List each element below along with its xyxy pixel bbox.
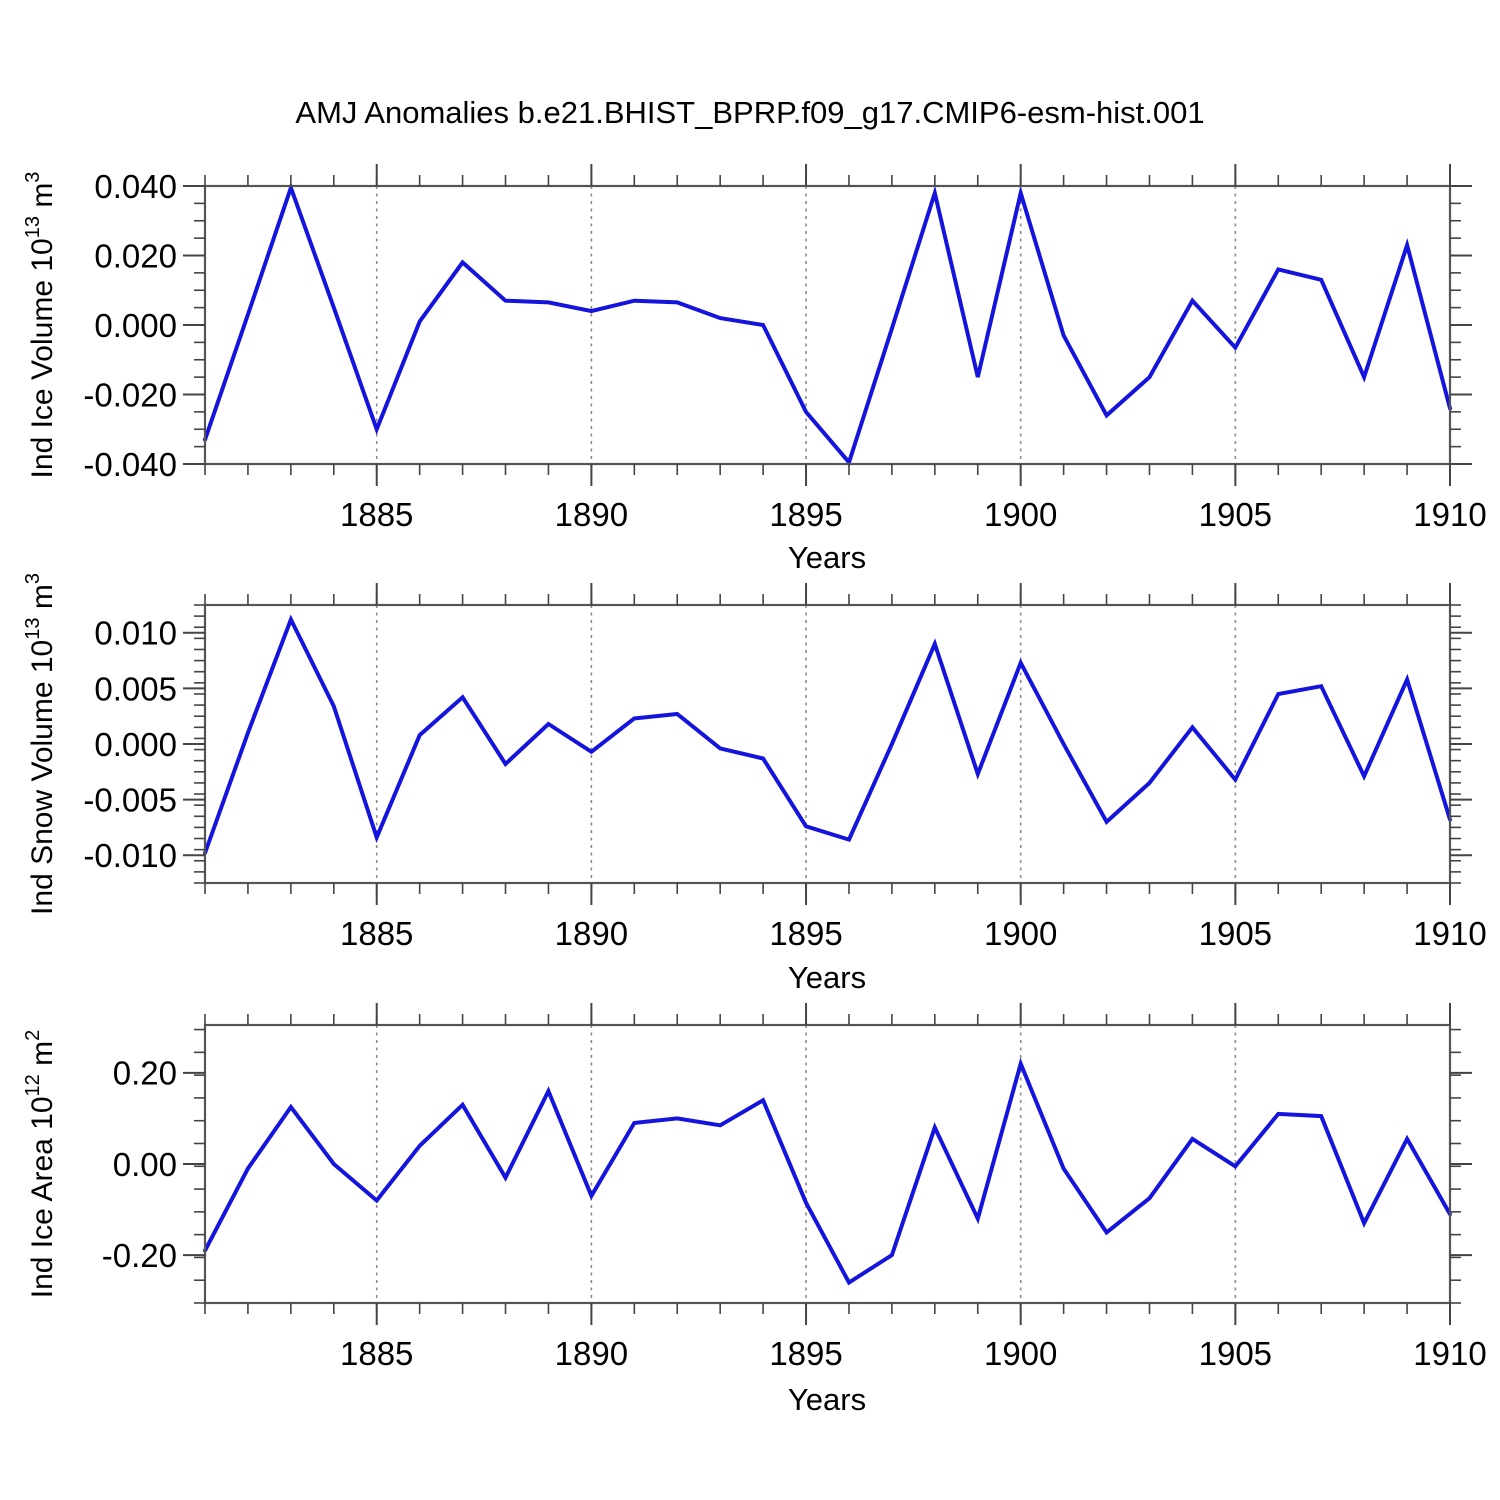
plot-frame [203,603,1452,885]
y-axis-label-exponent: 13 [22,617,44,640]
chart-title: AMJ Anomalies b.e21.BHIST_BPRP.f09_g17.C… [295,95,1205,130]
y-axis-label-text: Ind Ice Volume 10 [26,238,59,479]
x-tick-label: 1900 [984,496,1057,533]
x-axis-label-panel-2: Years [787,960,867,995]
y-axis-label-unit-exponent: 3 [22,573,44,585]
data-line-ind-ice-volume-anomaly [203,181,1452,467]
y-axis-label-exponent: 12 [22,1074,44,1097]
y-axis-label-unit-exponent: 3 [22,171,44,183]
y-tick-label: -0.005 [83,781,177,818]
y-tick-label: -0.010 [83,837,177,874]
y-tick-label: 0.020 [94,237,177,274]
x-axis-label-panel-1: Years [787,540,867,575]
y-axis-label-snow-volume: Ind Snow Volume 1013 m3 [22,573,60,915]
y-tick-label: -0.020 [83,376,177,413]
y-tick-label: -0.040 [83,446,177,483]
x-tick-label: 1905 [1199,1335,1272,1372]
x-tick-label: 1910 [1413,915,1486,952]
x-tick-label: 1910 [1413,496,1486,533]
x-tick-label: 1885 [340,1335,413,1372]
x-tick-label: 1890 [555,496,628,533]
x-tick-label: 1895 [769,496,842,533]
x-tick-label: 1905 [1199,915,1272,952]
y-axis-label-ice-area: Ind Ice Area 1012 m2 [22,1029,60,1299]
x-tick-label: 1890 [555,1335,628,1372]
x-tick-label: 1900 [984,1335,1057,1372]
y-axis-label-unit: m [26,1040,59,1075]
y-tick-label: 0.000 [94,307,177,344]
data-line-ind-snow-volume-anomaly [203,614,1452,855]
x-tick-label: 1900 [984,915,1057,952]
y-axis-label-unit: m [26,584,59,618]
x-tick-label: 1890 [555,915,628,952]
y-tick-label: 0.000 [94,726,177,763]
x-tick-label: 1910 [1413,1335,1486,1372]
y-axis-label-unit: m [26,182,59,217]
x-tick-label: 1895 [769,1335,842,1372]
plot-frame [203,1023,1452,1305]
y-tick-label: -0.20 [102,1237,177,1274]
y-tick-label: 0.010 [94,615,177,652]
data-line-ind-ice-area-anomaly [203,1057,1452,1286]
y-tick-label: 0.20 [113,1055,177,1092]
x-tick-label: 1895 [769,915,842,952]
x-axis-label-panel-3: Years [787,1382,867,1417]
x-tick-label: 1885 [340,915,413,952]
y-axis-label-text: Ind Snow Volume 10 [26,639,59,915]
y-axis-label-ice-volume: Ind Ice Volume 1013 m3 [22,171,60,479]
y-axis-label-exponent: 13 [22,216,44,239]
x-tick-label: 1905 [1199,496,1272,533]
x-tick-label: 1885 [340,496,413,533]
y-axis-label-unit-exponent: 2 [22,1029,44,1041]
y-tick-label: 0.00 [113,1146,177,1183]
y-axis-label-text: Ind Ice Area 10 [26,1096,59,1299]
y-tick-label: 0.005 [94,670,177,707]
y-tick-label: 0.040 [94,168,177,205]
plot-frame [203,184,1452,466]
